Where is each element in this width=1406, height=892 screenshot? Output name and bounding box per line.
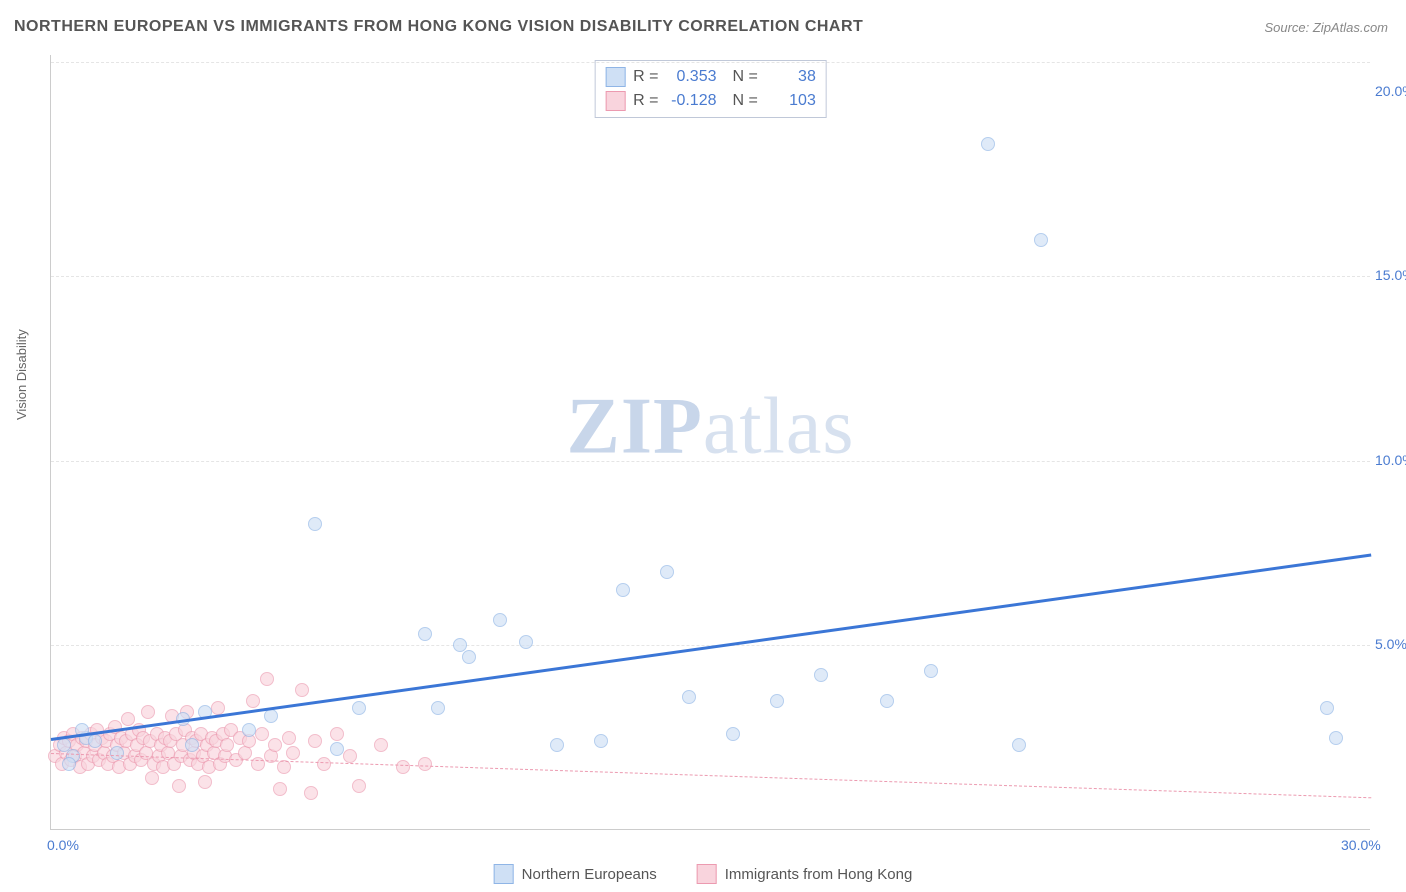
n-value: 38 bbox=[766, 68, 816, 86]
scatter-point bbox=[616, 583, 630, 597]
scatter-point bbox=[660, 565, 674, 579]
n-label: N = bbox=[733, 68, 758, 86]
legend-item: Immigrants from Hong Kong bbox=[697, 864, 913, 884]
y-tick-label: 15.0% bbox=[1375, 267, 1406, 283]
scatter-point bbox=[145, 771, 159, 785]
legend-label: Immigrants from Hong Kong bbox=[725, 866, 913, 883]
scatter-point bbox=[493, 613, 507, 627]
scatter-point bbox=[343, 749, 357, 763]
scatter-point bbox=[220, 738, 234, 752]
y-tick-label: 20.0% bbox=[1375, 83, 1406, 99]
scatter-point bbox=[295, 683, 309, 697]
scatter-point bbox=[121, 712, 135, 726]
scatter-point bbox=[374, 738, 388, 752]
legend-label: Northern Europeans bbox=[522, 866, 657, 883]
scatter-point bbox=[172, 779, 186, 793]
legend-swatch bbox=[697, 864, 717, 884]
y-axis-label: Vision Disability bbox=[14, 329, 29, 420]
chart-plot-area: ZIPatlas R =0.353N =38R =-0.128N =103 5.… bbox=[50, 55, 1370, 830]
scatter-point bbox=[352, 701, 366, 715]
scatter-point bbox=[1034, 233, 1048, 247]
scatter-point bbox=[330, 727, 344, 741]
scatter-point bbox=[431, 701, 445, 715]
legend-swatch bbox=[605, 91, 625, 111]
scatter-point bbox=[352, 779, 366, 793]
legend-swatch bbox=[605, 67, 625, 87]
scatter-point bbox=[1320, 701, 1334, 715]
scatter-point bbox=[462, 650, 476, 664]
gridline bbox=[51, 276, 1370, 277]
scatter-point bbox=[251, 757, 265, 771]
y-tick-label: 10.0% bbox=[1375, 452, 1406, 468]
scatter-point bbox=[62, 757, 76, 771]
gridline bbox=[51, 461, 1370, 462]
trend-line bbox=[51, 553, 1371, 740]
r-value: 0.353 bbox=[667, 68, 717, 86]
scatter-point bbox=[286, 746, 300, 760]
chart-title: NORTHERN EUROPEAN VS IMMIGRANTS FROM HON… bbox=[14, 18, 863, 36]
scatter-point bbox=[317, 757, 331, 771]
scatter-point bbox=[396, 760, 410, 774]
scatter-point bbox=[308, 517, 322, 531]
scatter-point bbox=[814, 668, 828, 682]
scatter-point bbox=[255, 727, 269, 741]
scatter-point bbox=[277, 760, 291, 774]
scatter-point bbox=[519, 635, 533, 649]
x-tick-label: 0.0% bbox=[47, 837, 79, 853]
correlation-stats-box: R = 0.353 N = 38 R = -0.128 N = 103 bbox=[594, 60, 827, 118]
scatter-point bbox=[726, 727, 740, 741]
source-attribution: Source: ZipAtlas.com bbox=[1264, 20, 1388, 35]
scatter-point bbox=[260, 672, 274, 686]
scatter-point bbox=[282, 731, 296, 745]
stats-row: R = -0.128 N = 103 bbox=[605, 89, 816, 113]
trend-line bbox=[51, 753, 1371, 798]
legend: Northern Europeans Immigrants from Hong K… bbox=[494, 864, 913, 884]
scatter-point bbox=[1012, 738, 1026, 752]
scatter-point bbox=[682, 690, 696, 704]
watermark: ZIPatlas bbox=[567, 381, 855, 472]
scatter-point bbox=[1329, 731, 1343, 745]
scatter-point bbox=[418, 627, 432, 641]
scatter-point bbox=[304, 786, 318, 800]
r-label: R = bbox=[633, 68, 658, 86]
scatter-point bbox=[246, 694, 260, 708]
legend-swatch bbox=[494, 864, 514, 884]
watermark-bold: ZIP bbox=[567, 382, 703, 470]
scatter-point bbox=[141, 705, 155, 719]
scatter-point bbox=[770, 694, 784, 708]
scatter-point bbox=[418, 757, 432, 771]
scatter-point bbox=[268, 738, 282, 752]
scatter-point bbox=[330, 742, 344, 756]
scatter-point bbox=[880, 694, 894, 708]
legend-item: Northern Europeans bbox=[494, 864, 657, 884]
r-label: R = bbox=[633, 92, 658, 110]
scatter-point bbox=[273, 782, 287, 796]
x-tick-label: 30.0% bbox=[1341, 837, 1381, 853]
scatter-point bbox=[198, 775, 212, 789]
gridline bbox=[51, 62, 1370, 63]
watermark-rest: atlas bbox=[703, 382, 855, 470]
scatter-point bbox=[550, 738, 564, 752]
scatter-point bbox=[308, 734, 322, 748]
scatter-point bbox=[110, 746, 124, 760]
scatter-point bbox=[594, 734, 608, 748]
scatter-point bbox=[924, 664, 938, 678]
stats-row: R = 0.353 N = 38 bbox=[605, 65, 816, 89]
n-label: N = bbox=[733, 92, 758, 110]
y-tick-label: 5.0% bbox=[1375, 636, 1406, 652]
scatter-point bbox=[981, 137, 995, 151]
r-value: -0.128 bbox=[667, 92, 717, 110]
n-value: 103 bbox=[766, 92, 816, 110]
scatter-point bbox=[185, 738, 199, 752]
